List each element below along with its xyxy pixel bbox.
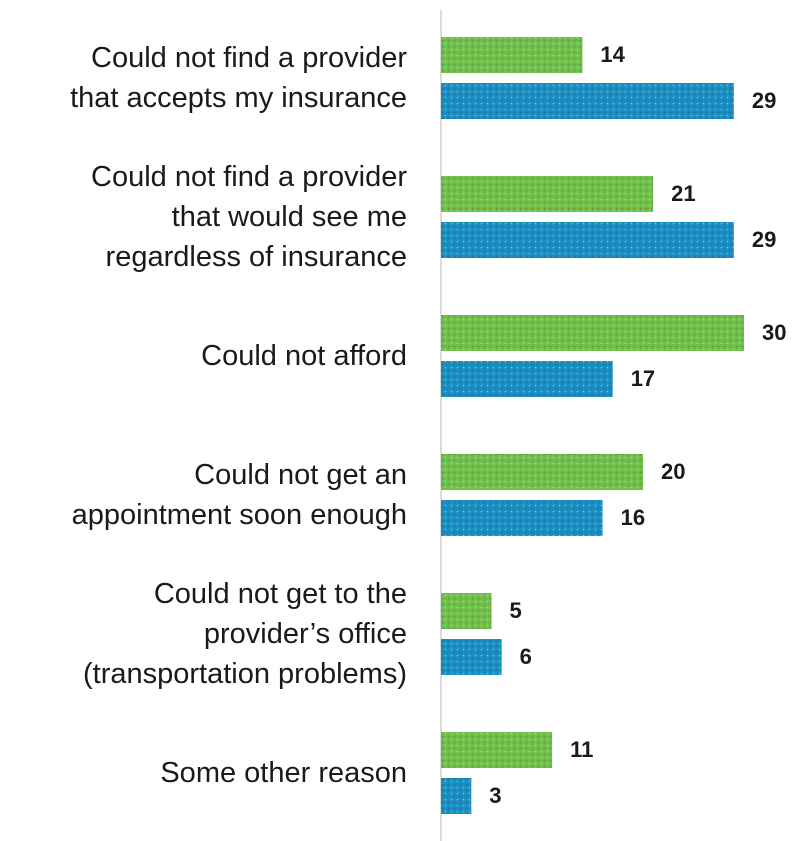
value-label: 14 bbox=[600, 42, 625, 67]
bar bbox=[441, 83, 734, 119]
bar bbox=[441, 176, 654, 212]
value-label: 6 bbox=[520, 644, 532, 669]
bar bbox=[441, 361, 613, 397]
value-label: 20 bbox=[661, 459, 685, 484]
category-label: Could not get to the provider’s office (… bbox=[83, 578, 407, 690]
value-label: 29 bbox=[752, 227, 776, 252]
bar bbox=[441, 315, 744, 351]
category-label: Some other reason bbox=[160, 757, 407, 789]
bar bbox=[441, 500, 603, 536]
value-label: 11 bbox=[570, 737, 593, 762]
bar bbox=[441, 593, 492, 629]
value-label: 21 bbox=[671, 181, 695, 206]
bar bbox=[441, 639, 502, 675]
value-label: 5 bbox=[510, 598, 522, 623]
category-label: Could not find a provider that would see… bbox=[91, 161, 407, 273]
bar bbox=[441, 778, 472, 814]
bar bbox=[441, 454, 643, 490]
category-label: Could not find a provider that accepts m… bbox=[70, 42, 407, 114]
category-label: Could not afford bbox=[201, 340, 407, 372]
bar bbox=[441, 732, 553, 768]
value-label: 30 bbox=[762, 320, 786, 345]
value-label: 16 bbox=[621, 505, 645, 530]
value-label: 3 bbox=[489, 783, 501, 808]
bar bbox=[441, 222, 734, 258]
category-label: Could not get an appointment soon enough bbox=[71, 459, 407, 531]
bar bbox=[441, 37, 583, 73]
value-label: 17 bbox=[631, 366, 655, 391]
value-label: 29 bbox=[752, 88, 776, 113]
